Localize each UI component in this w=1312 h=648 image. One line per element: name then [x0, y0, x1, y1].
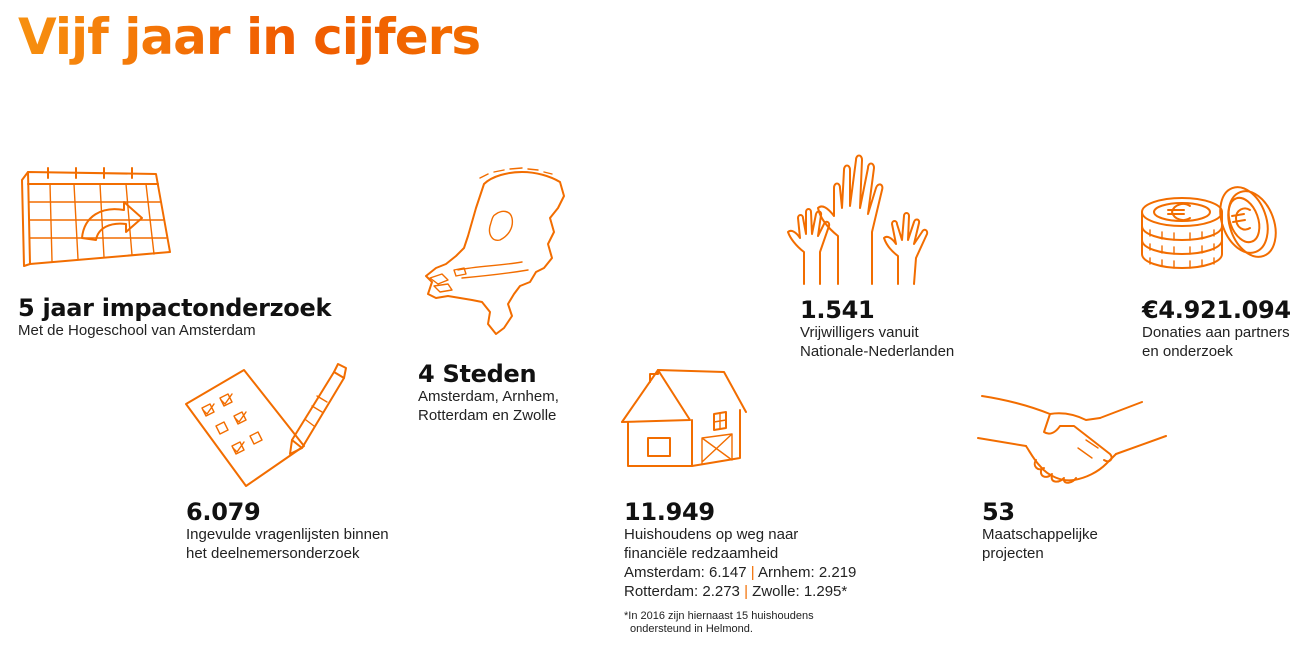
stat-households-breakdown-row-1: Amsterdam: 6.147 | Arnhem: 2.219	[624, 563, 856, 582]
stat-donations-number: €4.921.094	[1142, 296, 1291, 324]
house-icon	[620, 366, 750, 470]
stat-surveys-desc-line-2: het deelnemersonderzoek	[186, 545, 360, 563]
stat-households-breakdown-row-2: Rotterdam: 2.273 | Zwolle: 1.295*	[624, 582, 856, 601]
stat-research-number: 5 jaar impactonderzoek	[18, 294, 332, 322]
stat-volunteers: 1.541 Vrijwilligers vanuit Nationale-Ned…	[800, 296, 955, 361]
stat-surveys: 6.079 Ingevulde vragenlijsten binnen het…	[186, 498, 389, 563]
stat-surveys-number: 6.079	[186, 498, 261, 526]
stat-cities-desc-line-2: Rotterdam en Zwolle	[418, 407, 557, 425]
stat-households-desc-line-1: Huishoudens op weg naar	[624, 526, 799, 544]
stat-donations-desc-line-1: Donaties aan partners	[1142, 324, 1290, 342]
calendar-icon	[18, 167, 173, 268]
stat-projects: 53 Maatschappelijke projecten	[982, 498, 1098, 563]
stat-research: 5 jaar impactonderzoek Met de Hogeschool…	[18, 294, 332, 340]
stat-research-desc-line-1: Met de Hogeschool van Amsterdam	[18, 322, 256, 340]
stat-donations: €4.921.094 Donaties aan partners en onde…	[1142, 296, 1291, 361]
stat-projects-number: 53	[982, 498, 1015, 526]
footnote-line-1: *In 2016 zijn hiernaast 15 huishoudens	[624, 610, 814, 623]
breakdown-separator: |	[744, 583, 748, 601]
households-footnote: *In 2016 zijn hiernaast 15 huishoudens o…	[624, 610, 856, 636]
stat-cities-number: 4 Steden	[418, 360, 537, 388]
stat-donations-desc-line-2: en onderzoek	[1142, 343, 1233, 361]
raised-hands-icon	[782, 152, 932, 285]
breakdown-separator: |	[750, 564, 755, 582]
breakdown-rotterdam: Rotterdam: 2.273	[624, 583, 740, 601]
stat-cities-desc-line-1: Amsterdam, Arnhem,	[418, 388, 559, 406]
page-title: Vijf jaar in cijfers	[18, 8, 481, 66]
stat-households: 11.949 Huishoudens op weg naar financiël…	[624, 498, 856, 636]
breakdown-amsterdam: Amsterdam: 6.147	[624, 564, 747, 582]
stat-volunteers-number: 1.541	[800, 296, 875, 324]
stat-households-desc-line-2: financiële redzaamheid	[624, 545, 779, 563]
netherlands-map-icon	[418, 166, 568, 338]
stat-volunteers-desc-line-2: Nationale-Nederlanden	[800, 343, 955, 361]
stat-surveys-desc-line-1: Ingevulde vragenlijsten binnen	[186, 526, 389, 544]
stat-volunteers-desc-line-1: Vrijwilligers vanuit	[800, 324, 919, 342]
breakdown-arnhem: Arnhem: 2.219	[757, 564, 857, 582]
handshake-icon	[977, 395, 1168, 486]
checklist-pen-icon	[185, 356, 351, 491]
breakdown-zwolle: Zwolle: 1.295*	[752, 583, 848, 601]
stat-projects-desc-line-1: Maatschappelijke	[982, 526, 1098, 544]
footnote-line-2: ondersteund in Helmond.	[630, 623, 753, 636]
stat-projects-desc-line-2: projecten	[982, 545, 1044, 563]
stat-households-number: 11.949	[624, 498, 715, 526]
euro-coins-icon	[1140, 182, 1277, 274]
stat-cities: 4 Steden Amsterdam, Arnhem, Rotterdam en…	[418, 360, 559, 425]
